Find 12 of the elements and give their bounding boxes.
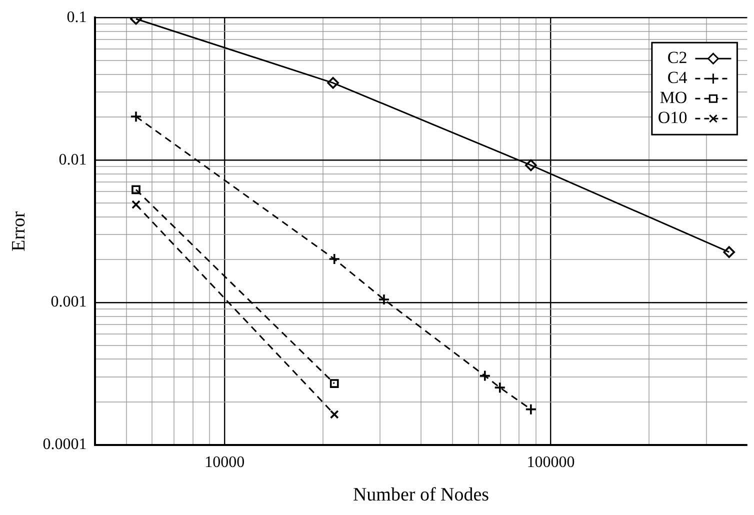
x-tick-label: 100000 [526, 454, 575, 471]
x-tick-label: 10000 [204, 454, 245, 471]
x-axis-title: Number of Nodes [352, 484, 490, 506]
legend-label: MO [660, 88, 688, 108]
y-tick-label: 0.1 [66, 8, 87, 26]
legend-label: C4 [667, 68, 688, 88]
legend-label: O10 [658, 108, 688, 128]
y-tick-label: 0.001 [50, 294, 87, 311]
y-axis-title: Error [8, 210, 30, 252]
legend-label: C2 [667, 48, 688, 68]
y-tick-label: 0.01 [58, 151, 87, 168]
y-tick-label: 0.0001 [42, 436, 87, 454]
